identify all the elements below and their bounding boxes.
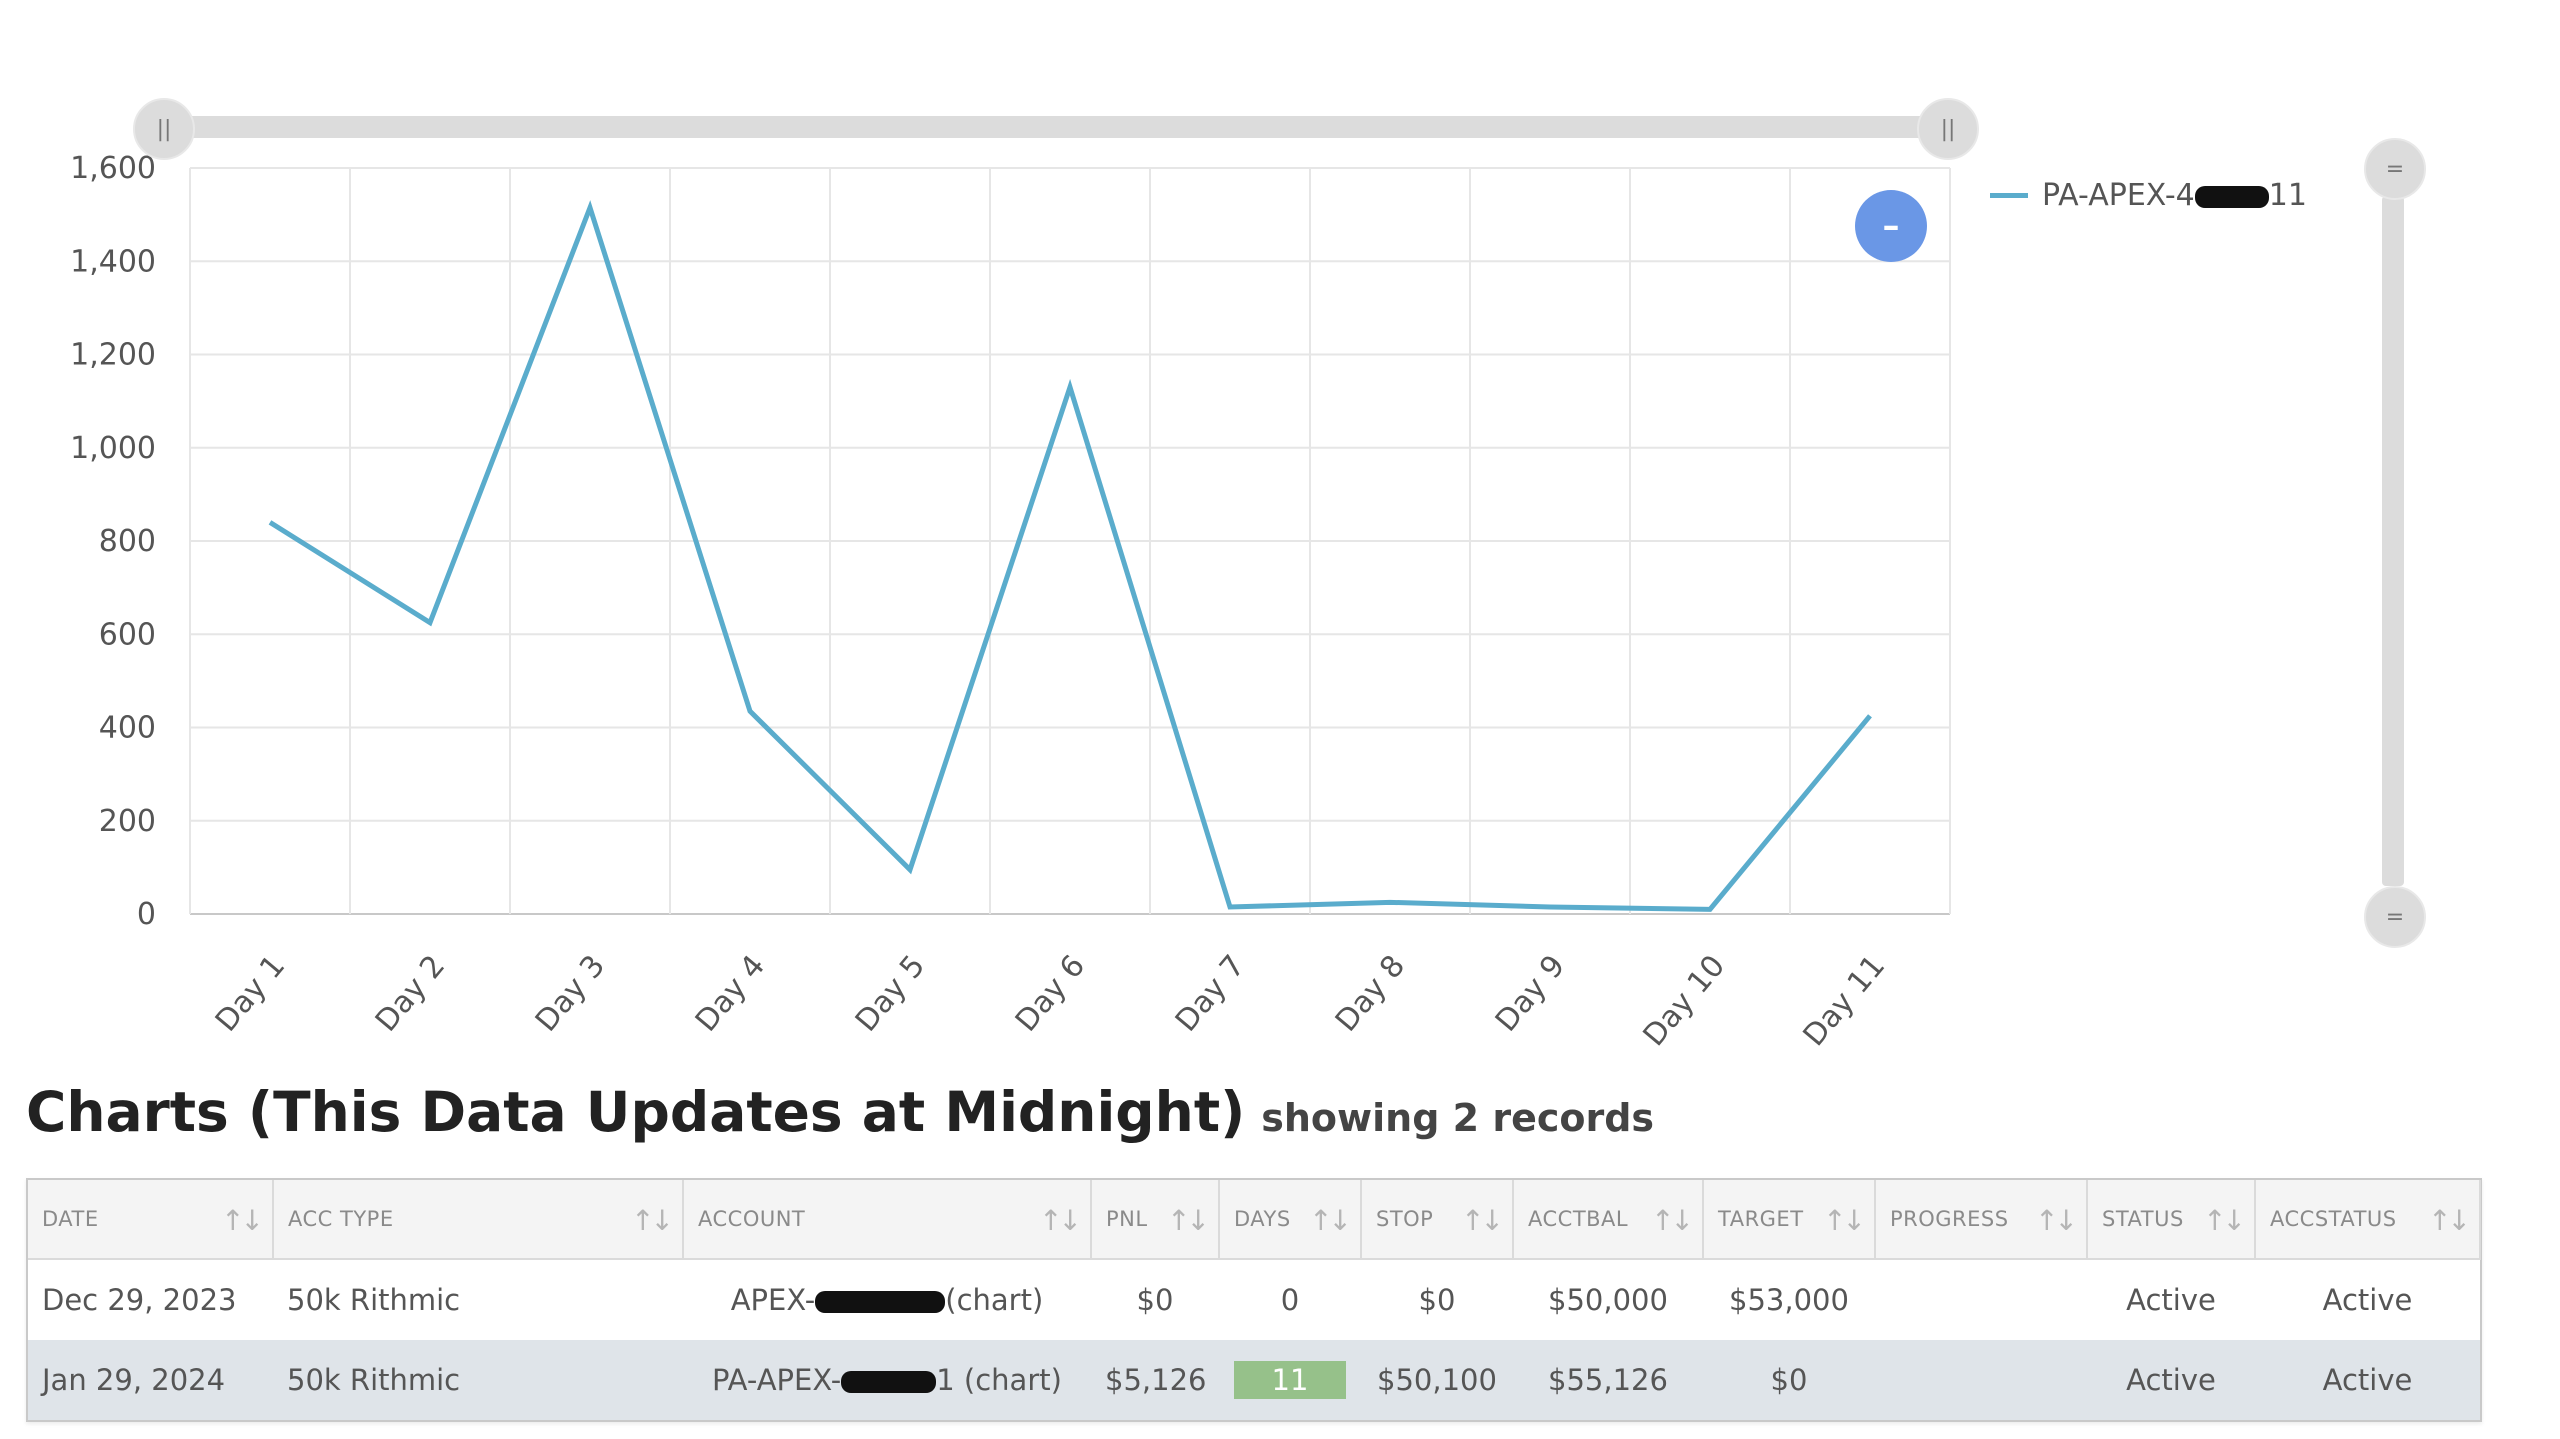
x-tick-label: Day 6 — [1009, 949, 1092, 1039]
cell-account: APEX- (chart) — [730, 1283, 1044, 1317]
x-tick-label: Day 4 — [689, 949, 772, 1039]
redacted-mark — [815, 1291, 946, 1313]
chart-area: 0 200 400 600 800 1,000 1,200 1,400 1,600 Day 1 Da… — [70, 98, 2426, 1053]
grip-icon: || — [156, 116, 172, 142]
horizontal-range-slider[interactable] — [162, 116, 1946, 138]
vertical-slider-bottom-handle[interactable]: = — [2364, 886, 2426, 948]
redacted-mark — [841, 1371, 937, 1393]
chart-legend[interactable]: PA-APEX-4 11 — [1990, 178, 2307, 213]
days-badge: 11 — [1234, 1361, 1346, 1399]
sort-icon[interactable]: ↑↓ — [631, 1204, 674, 1237]
cell-progress — [1875, 1340, 2087, 1420]
grip-icon: || — [1940, 116, 1956, 142]
cell-days: 11 — [1219, 1340, 1361, 1420]
range-slider-left-handle[interactable]: || — [133, 98, 195, 160]
table-header-row: DATE ↑↓ ACC TYPE ↑↓ ACCOUNT ↑↓ PNL ↑↓ DAYS ↑↓… — [28, 1180, 2481, 1260]
grip-icon: = — [2385, 156, 2405, 182]
y-tick-label: 1,600 — [70, 151, 156, 186]
range-slider-right-handle[interactable]: || — [1917, 98, 1979, 160]
x-tick-label: Day 1 — [209, 949, 292, 1039]
cell-target: $0 — [1703, 1340, 1875, 1420]
legend-label: PA-APEX-4 11 — [2042, 178, 2307, 213]
cell-date: Dec 29, 2023 — [42, 1283, 237, 1317]
sort-icon[interactable]: ↑↓ — [1823, 1204, 1866, 1237]
x-tick-label: Day 10 — [1637, 949, 1733, 1053]
sort-icon[interactable]: ↑↓ — [1651, 1204, 1694, 1237]
x-tick-label: Day 9 — [1489, 949, 1572, 1039]
cell-progress — [1875, 1259, 2087, 1340]
chart-link[interactable]: (chart) — [945, 1283, 1044, 1317]
column-header-acc-type[interactable]: ACC TYPE ↑↓ — [273, 1180, 684, 1260]
page-title: Charts (This Data Updates at Midnight) — [26, 1080, 1246, 1144]
cell-acc-type: 50k Rithmic — [273, 1340, 683, 1420]
cell-acctbal: $55,126 — [1513, 1340, 1703, 1420]
column-header-stop[interactable]: STOP ↑↓ — [1361, 1180, 1514, 1260]
column-header-status[interactable]: STATUS ↑↓ — [2087, 1180, 2256, 1260]
line-chart: 0 200 400 600 800 1,000 1,200 1,400 1,600 Day 1 Da… — [70, 151, 1951, 1053]
y-tick-label: 400 — [99, 711, 156, 746]
cell-date: Jan 29, 2024 — [28, 1340, 273, 1420]
x-tick-label: Day 5 — [849, 949, 932, 1039]
x-tick-label: Day 2 — [369, 949, 452, 1039]
sort-icon[interactable]: ↑↓ — [1039, 1204, 1082, 1237]
x-tick-label: Day 3 — [529, 949, 612, 1039]
record-count: showing 2 records — [1261, 1096, 1655, 1140]
cell-account: PA-APEX- 1 (chart) — [683, 1340, 1091, 1420]
y-tick-label: 1,200 — [70, 338, 156, 373]
cell-stop: $50,100 — [1361, 1340, 1513, 1420]
column-header-pnl[interactable]: PNL ↑↓ — [1091, 1180, 1220, 1260]
column-header-acctbal[interactable]: ACCTBAL ↑↓ — [1513, 1180, 1704, 1260]
sort-icon[interactable]: ↑↓ — [1309, 1204, 1352, 1237]
y-tick-label: 800 — [99, 524, 156, 559]
y-tick-label: 0 — [137, 897, 156, 932]
cell-stop: $0 — [1418, 1283, 1456, 1317]
cell-target: $53,000 — [1729, 1283, 1849, 1317]
cell-acctbal: $50,000 — [1548, 1283, 1668, 1317]
cell-pnl: $5,126 — [1091, 1340, 1219, 1420]
y-tick-label: 600 — [99, 617, 156, 652]
cell-status: Active — [2126, 1283, 2216, 1317]
table-row: Dec 29, 2023 50k Rithmic APEX- (chart) $0… — [28, 1259, 2480, 1340]
y-tick-label: 200 — [99, 804, 156, 839]
accounts-table: DATE ↑↓ ACC TYPE ↑↓ ACCOUNT ↑↓ PNL ↑↓ DAYS ↑↓… — [26, 1178, 2482, 1422]
reset-zoom-button[interactable]: – — [1855, 190, 1927, 262]
series-line — [268, 200, 1872, 912]
x-tick-label: Day 11 — [1797, 949, 1893, 1053]
column-header-progress[interactable]: PROGRESS ↑↓ — [1875, 1180, 2088, 1260]
cell-accstatus: Active — [2322, 1283, 2413, 1317]
vertical-range-slider[interactable] — [2382, 196, 2404, 886]
cell-pnl: $0 — [1136, 1283, 1174, 1317]
column-header-days[interactable]: DAYS ↑↓ — [1219, 1180, 1362, 1260]
grip-icon: = — [2385, 904, 2405, 930]
x-tick-label: Day 7 — [1169, 949, 1252, 1039]
column-header-date[interactable]: DATE ↑↓ — [28, 1180, 274, 1260]
section-heading: Charts (This Data Updates at Midnight) s… — [26, 1080, 1654, 1144]
cell-accstatus: Active — [2255, 1340, 2480, 1420]
sort-icon[interactable]: ↑↓ — [221, 1204, 264, 1237]
column-header-accstatus[interactable]: ACCSTATUS ↑↓ — [2255, 1180, 2481, 1260]
sort-icon[interactable]: ↑↓ — [2428, 1204, 2471, 1237]
redacted-mark — [2194, 185, 2269, 208]
table-row: Jan 29, 2024 50k Rithmic PA-APEX- 1 (char… — [28, 1340, 2480, 1420]
sort-icon[interactable]: ↑↓ — [1167, 1204, 1210, 1237]
cell-acc-type: 50k Rithmic — [287, 1283, 461, 1317]
sort-icon[interactable]: ↑↓ — [2203, 1204, 2246, 1237]
column-header-target[interactable]: TARGET ↑↓ — [1703, 1180, 1876, 1260]
minus-icon: – — [1882, 206, 1900, 246]
y-tick-label: 1,400 — [70, 244, 156, 279]
cell-status: Active — [2087, 1340, 2255, 1420]
y-tick-label: 1,000 — [70, 431, 156, 466]
legend-swatch — [1990, 193, 2028, 198]
x-tick-label: Day 8 — [1329, 949, 1412, 1039]
chart-link[interactable]: 1 (chart) — [936, 1363, 1062, 1397]
cell-days: 0 — [1280, 1283, 1300, 1317]
vertical-slider-top-handle[interactable]: = — [2364, 138, 2426, 200]
column-header-account[interactable]: ACCOUNT ↑↓ — [683, 1180, 1092, 1260]
sort-icon[interactable]: ↑↓ — [2035, 1204, 2078, 1237]
sort-icon[interactable]: ↑↓ — [1461, 1204, 1504, 1237]
